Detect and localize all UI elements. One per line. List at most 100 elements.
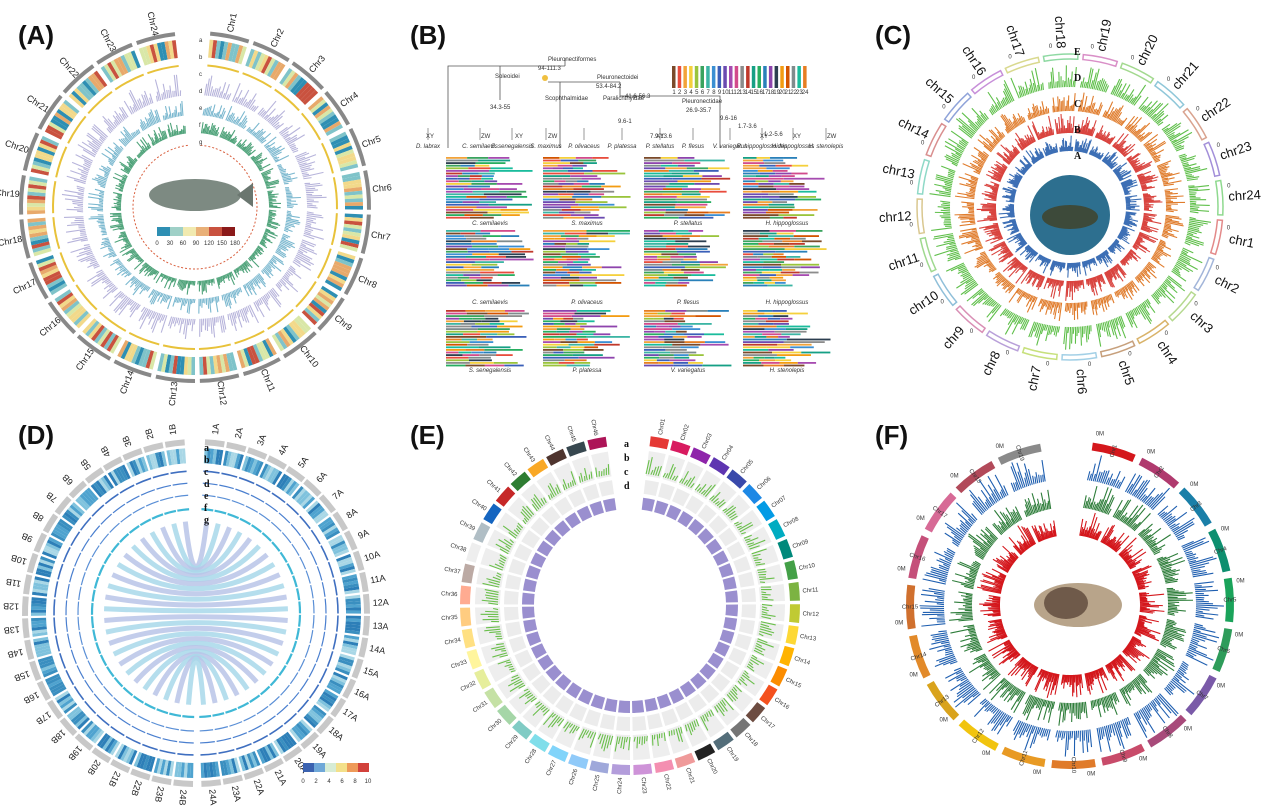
gene-density-cell [297, 84, 313, 101]
track-c-line [119, 484, 135, 494]
synteny-bar [644, 243, 667, 245]
synteny-bar [504, 364, 524, 367]
density-heat-cell [200, 762, 205, 778]
density-heat-cell [107, 471, 119, 487]
gene-density-cell [131, 345, 142, 364]
gene-density-cell [54, 289, 72, 303]
synteny-bar [766, 336, 779, 338]
gene-density-cell [304, 307, 320, 323]
chr-ideogram-Chr27 [547, 745, 569, 762]
synteny-bar [644, 312, 658, 315]
scale-label: 0 [1006, 350, 1010, 356]
synteny-bar [578, 235, 597, 237]
scale-label: 0 [1088, 362, 1092, 368]
chr-ideogram-22B [130, 768, 151, 781]
point-track [132, 195, 135, 210]
density-heat-cell [309, 505, 323, 518]
synteny-bar [759, 232, 777, 235]
density-heat-cell [345, 621, 361, 626]
track-c-line [203, 470, 220, 474]
track-d-hist [1188, 184, 1210, 214]
density-heat-cell [69, 504, 83, 517]
synteny-bar [765, 320, 789, 323]
density-heat-cell [307, 711, 321, 724]
scale-label: 0 [1008, 55, 1012, 61]
synteny-bar [766, 167, 790, 170]
synteny-bar [575, 323, 587, 325]
chr-ideogram-Chr22 [62, 64, 95, 94]
gene-density-cell [109, 336, 122, 354]
synteny-bar [743, 185, 759, 188]
gene-density-cell [344, 190, 363, 196]
track-f-line [225, 707, 238, 714]
synteny-bar [570, 206, 599, 209]
gene-density-cell [339, 243, 358, 252]
node-age-label: 26.9-35.7 [686, 108, 712, 114]
track-d-hist [1096, 315, 1127, 347]
density-heat-cell [332, 671, 348, 681]
track-d-bar [654, 500, 669, 516]
chr-label-chr18: chr18 [1052, 16, 1069, 49]
gene-density-cell [56, 108, 74, 123]
synteny-bar [743, 362, 762, 364]
track-f-line [261, 532, 272, 542]
track-d-bar [576, 505, 593, 522]
gene-density-cell [93, 70, 108, 88]
species-label: S. senegalensis [491, 144, 533, 150]
synteny-bar [743, 271, 762, 274]
indel-hist-track [259, 228, 278, 249]
synteny-bar [644, 271, 664, 274]
synteny-bar [743, 317, 756, 320]
density-heat-cell [344, 629, 360, 635]
chr-ideogram-Chr20 [694, 743, 716, 761]
track-b-hist [563, 721, 580, 734]
synteny-link [104, 614, 288, 623]
synteny-bar [663, 317, 674, 320]
track-f-line [99, 654, 108, 667]
track-d-bar [666, 504, 682, 521]
chr-label-chr3: chr3 [1187, 308, 1216, 336]
track-b-hist [578, 468, 593, 483]
synteny-bar [665, 349, 687, 351]
track-e-line [256, 705, 269, 715]
track-c-bg [738, 619, 755, 635]
density-heat-cell [267, 467, 277, 483]
repeat-hist-track [275, 265, 302, 293]
chr-label-chr4: chr4 [1154, 338, 1180, 367]
indel-hist-track [219, 126, 238, 145]
density-heat-cell [206, 762, 211, 778]
synteny-bar [561, 256, 581, 258]
colorbar-swatch [303, 763, 314, 772]
synteny-bar [466, 284, 488, 287]
gene-density-cell [337, 156, 357, 165]
chr-label-Chr21: Chr21 [25, 93, 51, 115]
density-heat-cell [31, 629, 48, 634]
repeat-hist-track [227, 304, 259, 332]
track-b-bg [732, 509, 763, 537]
chr-ideogram-Chr35 [460, 607, 472, 627]
species-label: P. stellatus [646, 144, 675, 150]
synteny-bar [560, 341, 578, 343]
synteny-bar [572, 196, 602, 198]
synteny-bar [590, 190, 615, 193]
synteny-bar [446, 336, 487, 338]
synteny-bar [764, 162, 786, 164]
track-letter-c: c [204, 467, 209, 478]
snp-hist-track [225, 105, 248, 130]
chr-ideogram-12B [22, 596, 29, 617]
density-heat-cell [222, 450, 229, 466]
legend-bar [717, 66, 722, 88]
legend-bar [729, 66, 733, 88]
density-heat-cell [244, 456, 253, 472]
synteny-bar [446, 269, 471, 271]
synteny-bar [480, 271, 515, 274]
gene-density-cell [284, 72, 299, 89]
synteny-bar [743, 183, 759, 185]
synteny-bar [688, 354, 704, 356]
scale-label: 0 [1128, 351, 1132, 357]
track-b-hist [751, 548, 767, 566]
repeat-hist-track [87, 269, 118, 299]
colorbar-swatch [347, 763, 358, 772]
synteny-bar [543, 284, 557, 287]
synteny-bar [743, 263, 782, 266]
